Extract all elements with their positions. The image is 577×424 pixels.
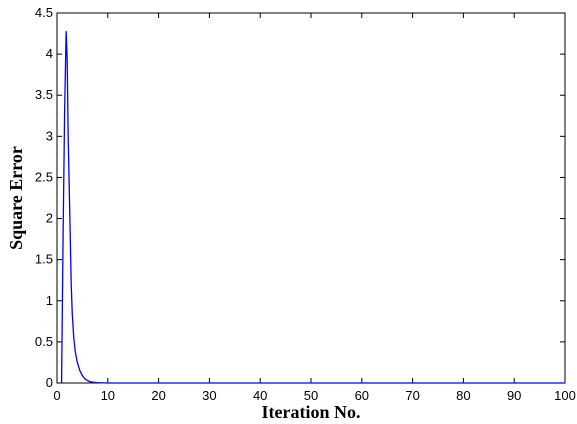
plot-area: [56, 12, 566, 384]
x-axis: 0 10 20 30 40 50 60 70 80 90 100: [53, 13, 576, 403]
x-tick-label: 100: [554, 388, 576, 403]
x-tick-label: 40: [253, 388, 267, 403]
y-axis-title: Square Error: [6, 146, 26, 250]
y-axis: 0 0.5 1 1.5 2 2.5 3 3.5 4 4.5: [35, 5, 565, 390]
y-tick-label: 1: [46, 293, 53, 308]
x-axis-title: Iteration No.: [262, 402, 361, 422]
x-tick-label: 70: [405, 388, 419, 403]
y-tick-label: 4.5: [35, 5, 53, 20]
y-tick-label: 1.5: [35, 252, 53, 267]
x-tick-label: 80: [456, 388, 470, 403]
x-tick-label: 90: [507, 388, 521, 403]
y-tick-label: 2.5: [35, 169, 53, 184]
x-tick-label: 10: [101, 388, 115, 403]
y-tick-label: 3: [46, 128, 53, 143]
y-tick-label: 2: [46, 211, 53, 226]
x-tick-label: 60: [355, 388, 369, 403]
y-tick-label: 0: [46, 375, 53, 390]
y-tick-label: 3.5: [35, 87, 53, 102]
y-tick-label: 4: [46, 46, 53, 61]
y-tick-label: 0.5: [35, 334, 53, 349]
x-tick-label: 50: [304, 388, 318, 403]
x-tick-label: 30: [202, 388, 216, 403]
x-tick-label: 20: [151, 388, 165, 403]
x-tick-label: 0: [53, 388, 60, 403]
series-line: [60, 31, 565, 384]
